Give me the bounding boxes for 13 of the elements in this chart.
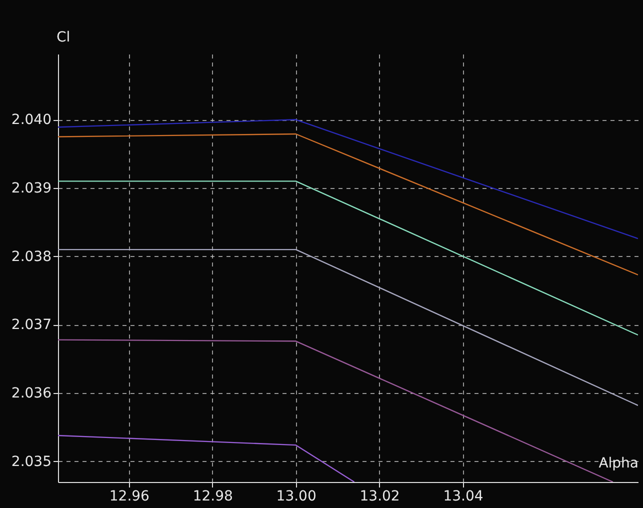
x-tick-label: 13.02	[360, 488, 400, 504]
y-tick-label: 2.035	[11, 454, 52, 470]
x-tick-label: 12.96	[109, 488, 150, 504]
x-axis-title: Alpha	[598, 456, 638, 472]
y-axis-title: Cl	[56, 30, 70, 46]
y-tick-label: 2.040	[11, 112, 52, 128]
y-tick-label: 2.039	[11, 180, 52, 197]
x-tick-label: 13.00	[276, 488, 316, 504]
x-tick-label: 12.98	[192, 488, 233, 504]
x-tick-label: 13.04	[443, 488, 484, 504]
y-tick-label: 2.038	[11, 248, 52, 265]
y-tick-label: 2.037	[11, 317, 52, 334]
y-tick-label: 2.036	[11, 386, 52, 402]
